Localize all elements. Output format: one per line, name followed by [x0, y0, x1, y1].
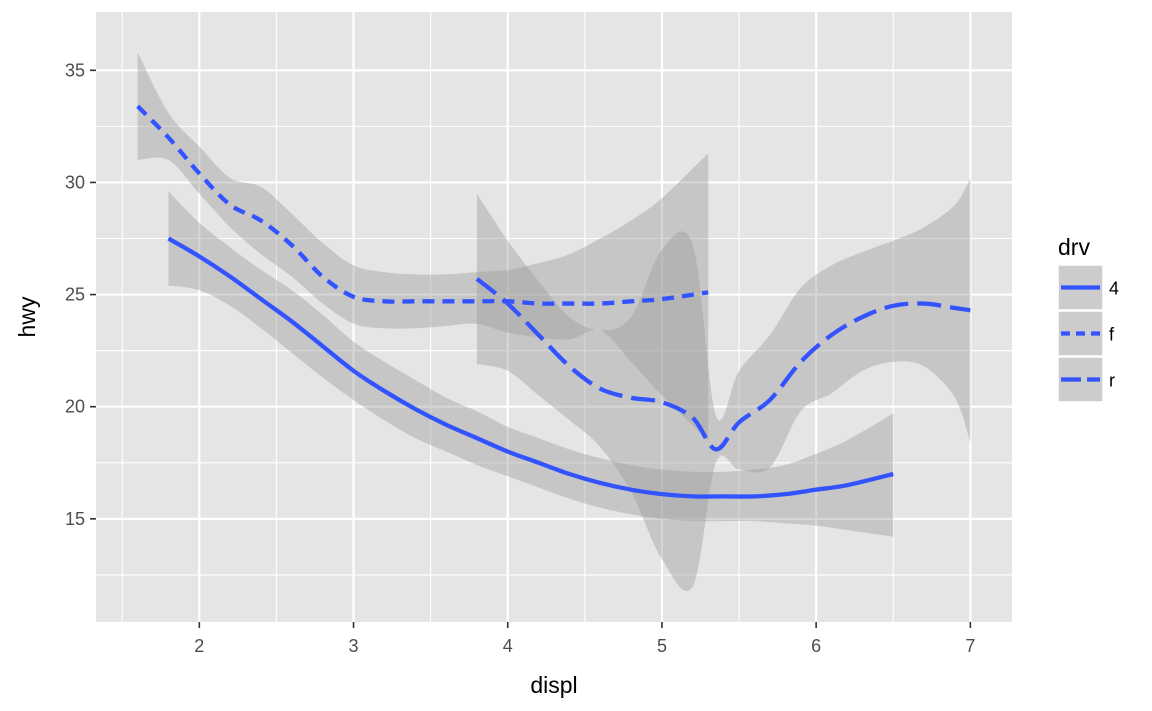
- legend-label-4: 4: [1109, 279, 1119, 299]
- legend-keys: 4 f r: [1057, 264, 1119, 403]
- y-tick-label: 25: [65, 285, 85, 305]
- confidence-ribbon-4: [168, 191, 894, 537]
- legend-label-r: r: [1109, 371, 1115, 391]
- x-tick-label: 4: [503, 636, 513, 656]
- y-tick-label: 15: [65, 509, 85, 529]
- x-axis-title: displ: [530, 672, 577, 698]
- y-tick-label: 20: [65, 397, 85, 417]
- x-tick-label: 6: [811, 636, 821, 656]
- series-line-r: [475, 277, 971, 452]
- y-tick-label: 30: [65, 172, 85, 192]
- grid-layer: [96, 12, 1012, 622]
- x-tick-label: 2: [194, 636, 204, 656]
- legend: drv 4 f r: [1057, 234, 1119, 403]
- legend-title: drv: [1058, 234, 1090, 260]
- ribbon-layer: [137, 52, 971, 592]
- x-tick-label: 3: [349, 636, 359, 656]
- legend-label-f: f: [1109, 325, 1115, 345]
- series-line-4: [167, 236, 894, 499]
- line-layer: [136, 104, 971, 499]
- confidence-ribbon-f: [137, 52, 709, 441]
- x-tick-label: 7: [965, 636, 975, 656]
- axis-layer: 2 3 4 5 6 7 15 20 25 30 35: [65, 60, 975, 656]
- y-axis-title: hwy: [14, 296, 40, 337]
- y-tick-label: 35: [65, 60, 85, 80]
- x-tick-label: 5: [657, 636, 667, 656]
- confidence-ribbon-r: [476, 177, 971, 592]
